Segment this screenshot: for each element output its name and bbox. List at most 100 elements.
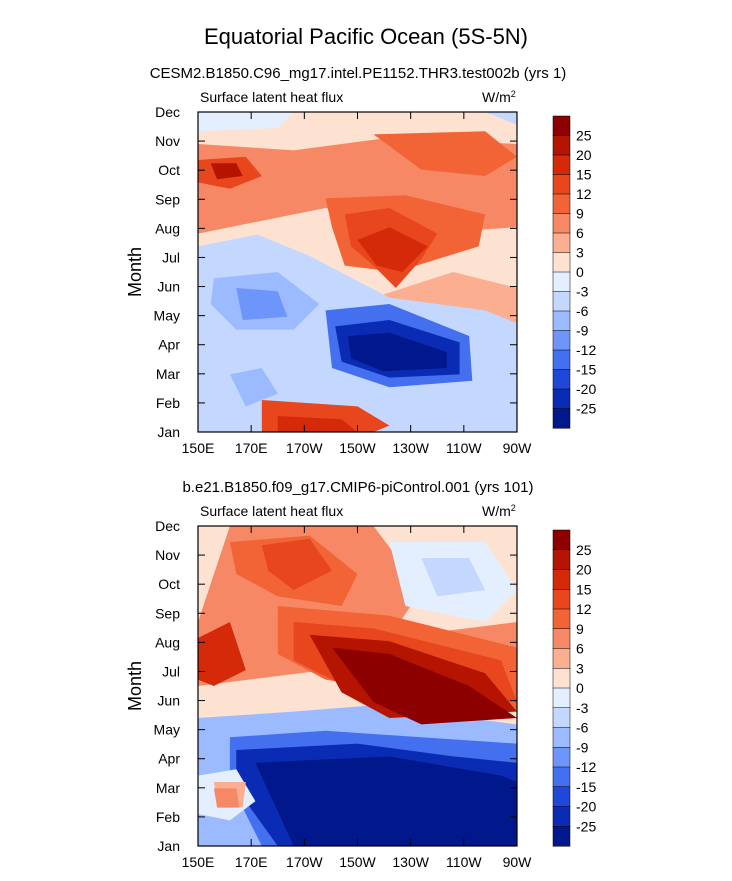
colorbar-swatch: [552, 252, 571, 273]
panel-bottom-ylabel: Month: [125, 661, 145, 711]
colorbar-label: 0: [576, 264, 584, 280]
colorbar-label: 20: [576, 562, 592, 578]
y-tick-label: May: [154, 722, 180, 738]
colorbar-label: -9: [576, 323, 589, 339]
colorbar-swatch: [552, 628, 571, 650]
y-tick-label: Aug: [155, 634, 180, 650]
x-tick-label: 150E: [182, 440, 215, 456]
panel-top-subtitle: CESM2.B1850.C96_mg17.intel.PE1152.THR3.t…: [150, 65, 567, 82]
colorbar-swatch: [552, 549, 571, 571]
contour-region: [229, 368, 278, 407]
colorbar-swatch: [552, 668, 571, 689]
contour-region: [261, 538, 332, 590]
y-tick-label: Feb: [156, 809, 180, 825]
colorbar-label: -6: [576, 720, 589, 736]
colorbar-label: 6: [576, 225, 584, 241]
y-tick-label: Oct: [158, 162, 180, 178]
x-tick-label: 150E: [182, 854, 215, 870]
colorbar-swatch: [552, 608, 571, 630]
y-tick-label: Nov: [155, 547, 180, 563]
contour-region: [198, 622, 246, 686]
colorbar-swatch: [552, 193, 571, 215]
contour-region: [357, 227, 428, 272]
colorbar-label: -12: [576, 759, 596, 775]
colorbar-label: -3: [576, 700, 589, 716]
colorbar-label: -15: [576, 362, 596, 378]
panel-top-variable-label: Surface latent heat flux: [200, 89, 343, 105]
colorbar-swatch: [552, 388, 571, 410]
y-tick-label: Sep: [155, 191, 180, 207]
colorbar-swatch: [552, 747, 571, 768]
contour-region: [347, 332, 447, 372]
colorbar-swatch: [552, 707, 571, 729]
y-tick-label: Jan: [157, 424, 180, 440]
colorbar-label: -6: [576, 303, 589, 319]
y-tick-label: Aug: [155, 220, 180, 236]
colorbar-swatch: [552, 271, 571, 293]
contour-region: [210, 163, 243, 180]
y-tick-label: Nov: [155, 133, 180, 149]
panel-top-ylabel: Month: [125, 247, 145, 297]
colorbar-swatch: [552, 589, 571, 610]
colorbar-swatch: [552, 349, 571, 371]
x-tick-label: 110W: [446, 854, 482, 870]
colorbar-swatch: [552, 310, 571, 332]
colorbar-swatch: [552, 727, 571, 748]
contour-region: [198, 112, 294, 132]
y-tick-label: Sep: [155, 605, 180, 621]
colorbar-label: 12: [576, 601, 592, 617]
x-tick-label: 130W: [392, 440, 429, 456]
colorbar-label: 9: [576, 621, 584, 637]
colorbar-swatch: [552, 569, 571, 590]
x-tick-label: 130W: [392, 854, 429, 870]
colorbar-label: 0: [576, 680, 584, 696]
y-tick-label: Jun: [157, 279, 180, 295]
colorbar-swatch: [552, 135, 571, 156]
x-tick-label: 170W: [286, 854, 323, 870]
colorbar-swatch: [552, 174, 571, 195]
contour-region: [213, 788, 240, 808]
contour-region: [277, 416, 358, 432]
colorbar-swatch: [552, 330, 571, 351]
colorbar-label: 25: [576, 542, 592, 558]
colorbar-label: 12: [576, 186, 592, 202]
y-tick-label: Jan: [157, 838, 180, 854]
y-tick-label: Apr: [158, 337, 180, 353]
contour-region: [373, 131, 517, 176]
colorbar-swatch: [552, 687, 571, 709]
colorbar-label: 15: [576, 167, 592, 183]
colorbar-swatch: [552, 806, 571, 827]
colorbar-swatch: [552, 648, 571, 669]
y-tick-label: Apr: [158, 751, 180, 767]
colorbar-swatch: [552, 826, 571, 847]
colorbar-label: 9: [576, 206, 584, 222]
contour-region: [255, 756, 517, 846]
colorbar-swatch: [552, 154, 571, 176]
colorbar-label: 3: [576, 245, 584, 261]
y-tick-label: Mar: [156, 366, 180, 382]
colorbar-swatch: [552, 408, 571, 429]
y-tick-label: Feb: [156, 395, 180, 411]
colorbar-label: -25: [576, 818, 596, 834]
colorbar-swatch: [552, 786, 571, 808]
x-tick-label: 90W: [503, 854, 533, 870]
y-tick-label: Jul: [162, 249, 180, 265]
y-tick-label: Oct: [158, 576, 180, 592]
x-tick-label: 150W: [339, 440, 376, 456]
panel-top-units: W/m2: [482, 89, 516, 105]
x-tick-label: 170E: [235, 440, 268, 456]
figure-title: Equatorial Pacific Ocean (5S-5N): [204, 24, 528, 49]
panel-bottom-units: W/m2: [482, 503, 516, 519]
x-tick-label: 170W: [286, 440, 323, 456]
colorbar-label: -15: [576, 779, 596, 795]
contour-region: [485, 112, 517, 125]
y-tick-label: Jun: [157, 693, 180, 709]
colorbar-label: 15: [576, 581, 592, 597]
colorbar-swatch: [552, 115, 571, 137]
x-tick-label: 150W: [339, 854, 376, 870]
panel-bottom: b.e21.B1850.f09_g17.CMIP6-piControl.001 …: [125, 479, 534, 870]
colorbar-label: 6: [576, 641, 584, 657]
x-tick-label: 90W: [503, 440, 533, 456]
colorbar-swatch: [552, 369, 571, 390]
